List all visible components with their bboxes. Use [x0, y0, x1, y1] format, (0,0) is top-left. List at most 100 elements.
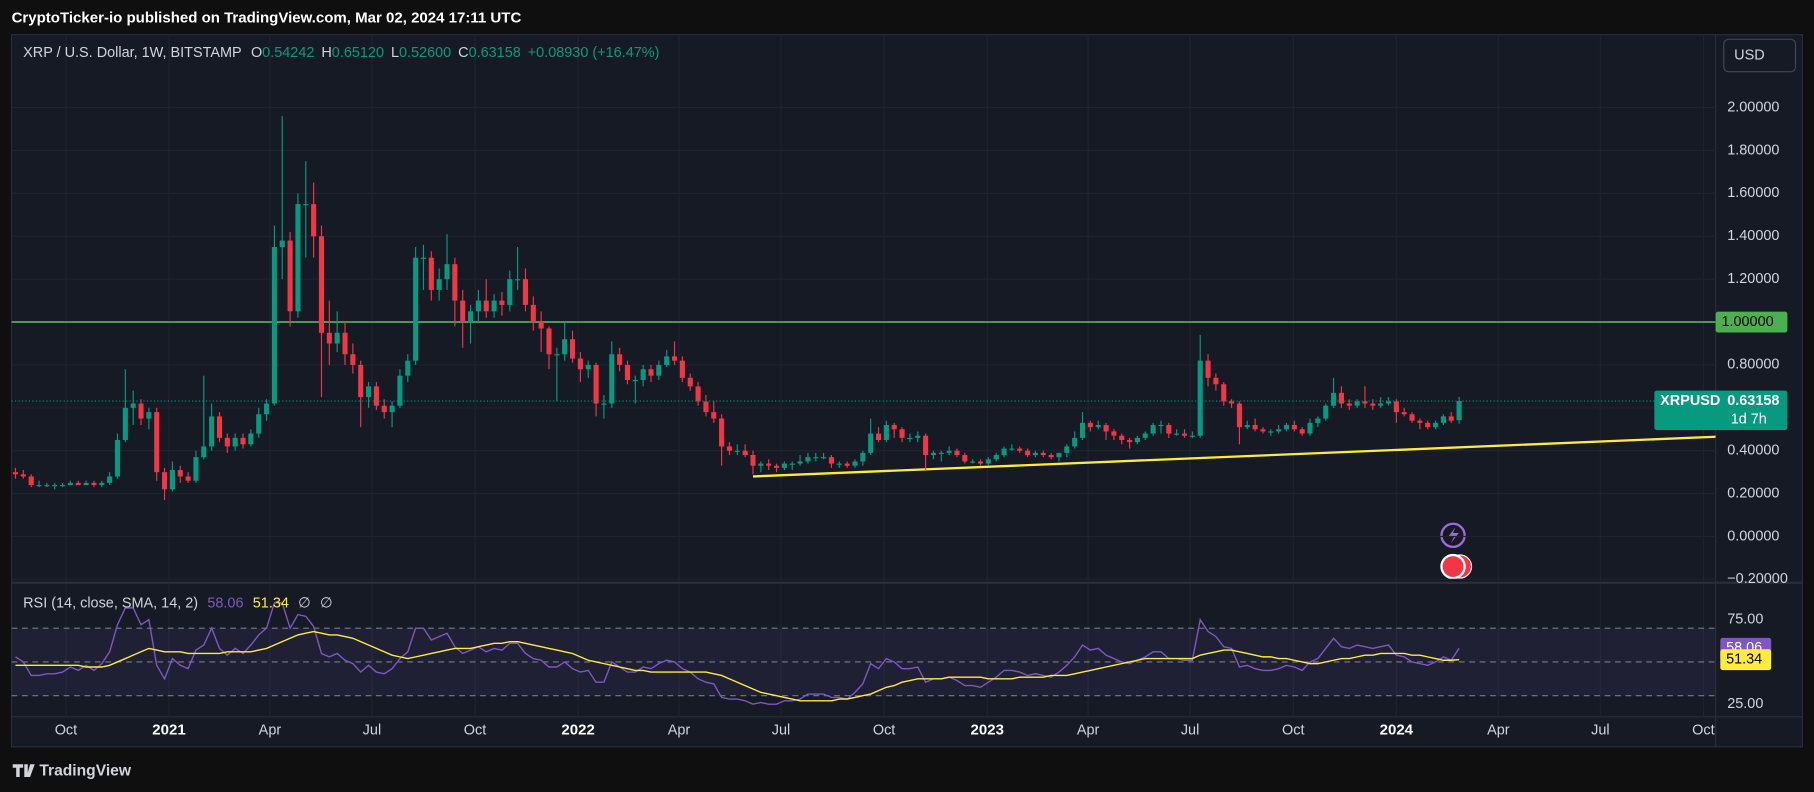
x-tick-label: 2023 — [971, 722, 1004, 739]
candle-body — [797, 461, 803, 464]
candle-body — [444, 264, 450, 280]
rsi-tick-label: 75.00 — [1727, 612, 1763, 628]
rsi-tag-label: 51.34 — [1726, 651, 1762, 667]
candle-body — [601, 403, 607, 405]
currency-label[interactable]: USD — [1734, 47, 1764, 63]
candle-body — [1040, 452, 1046, 456]
y-tick-label: 0.20000 — [1727, 485, 1779, 501]
y-tick-label: 0.80000 — [1727, 357, 1779, 373]
candle-body — [1150, 424, 1156, 434]
candle-body — [617, 354, 623, 365]
brand-logo — [12, 764, 35, 777]
y-tick-label: 1.20000 — [1727, 271, 1779, 287]
candle-body — [240, 437, 246, 445]
candle-body — [1299, 429, 1305, 434]
candle-body — [1260, 429, 1266, 432]
candle-body — [381, 405, 387, 413]
candle-body — [1252, 424, 1258, 430]
candle-body — [154, 412, 160, 473]
candle-body — [413, 257, 419, 361]
candle-body — [452, 264, 458, 301]
candle-body — [758, 463, 764, 466]
candle-body — [287, 240, 293, 312]
candle-body — [530, 304, 536, 323]
rsi-legend-empty: ∅ — [298, 595, 311, 611]
candle-body — [350, 354, 356, 365]
candle-body — [1362, 401, 1368, 404]
currency-button[interactable] — [1723, 38, 1797, 73]
candle-body — [1017, 448, 1023, 451]
candle-body — [36, 485, 42, 487]
candle-body — [1079, 422, 1086, 438]
event-icons[interactable] — [1440, 522, 1473, 580]
candle-body — [515, 279, 521, 281]
candle-body — [483, 300, 489, 312]
candle-body — [420, 257, 427, 259]
candle-body — [138, 403, 144, 419]
legend-key: O — [251, 45, 262, 61]
candle-body — [985, 459, 991, 464]
candle-body — [773, 465, 780, 468]
legend-value: 0.54242 — [262, 45, 314, 61]
rsi-tag — [1720, 649, 1772, 671]
brand-name: TradingView — [39, 762, 132, 779]
candle-body — [585, 364, 591, 370]
candle-body — [342, 332, 348, 355]
candle-body — [193, 457, 199, 481]
candle-body — [664, 356, 670, 365]
candle-body — [162, 472, 168, 490]
candle-body — [475, 300, 481, 312]
candle-body — [828, 457, 834, 464]
flag-icon[interactable] — [1440, 553, 1466, 580]
candle-body — [107, 476, 113, 483]
candle-body — [1425, 422, 1431, 428]
candle-body — [1127, 439, 1133, 443]
rsi-legend-empty: ∅ — [320, 595, 333, 611]
candle-body — [334, 332, 340, 344]
candle-body — [44, 485, 50, 487]
candle-body — [1370, 403, 1376, 406]
candle-body — [1268, 431, 1274, 433]
candle-body — [569, 339, 576, 359]
candle-body — [60, 485, 66, 487]
candle-body — [1331, 392, 1337, 406]
legend-key: C — [458, 45, 468, 61]
x-tick-label: Jul — [1591, 723, 1609, 739]
candle-body — [1276, 429, 1282, 432]
candle-body — [632, 379, 638, 382]
rsi-legend-sma: 51.34 — [253, 595, 289, 611]
candle-body — [1409, 414, 1415, 421]
y-tick-label: 1.80000 — [1727, 142, 1779, 158]
candle-body — [1181, 433, 1188, 436]
candle-body — [279, 240, 285, 247]
candle-body — [656, 364, 662, 376]
candle-body — [1119, 435, 1125, 440]
candle-body — [852, 461, 858, 466]
candle-body — [1048, 455, 1054, 458]
candle-body — [734, 450, 740, 452]
candle-body — [20, 474, 26, 477]
candle-body — [1283, 424, 1290, 430]
price-pane — [11, 116, 1716, 501]
candle-body — [821, 457, 827, 459]
event-icon-glyph — [1448, 527, 1459, 544]
candle-body — [122, 407, 128, 440]
candle-body — [640, 369, 646, 380]
candle-body — [1166, 424, 1172, 434]
x-tick-label: Oct — [55, 723, 77, 739]
event-icon[interactable] — [1440, 522, 1466, 549]
candle-body — [703, 401, 709, 413]
legend: XRP / U.S. Dollar, 1W, BITSTAMP O0.54242 H… — [23, 45, 659, 61]
candle-body — [1205, 360, 1211, 378]
candle-body — [1323, 405, 1329, 419]
candle-body — [130, 403, 136, 408]
candle-body — [719, 418, 725, 447]
rsi-line — [15, 602, 1460, 705]
x-tick-label: Oct — [464, 723, 486, 739]
candle-body — [1236, 403, 1242, 428]
x-tick-label: 2022 — [561, 722, 594, 739]
candle-body — [789, 463, 795, 465]
candle-body — [1025, 450, 1031, 456]
candle-body — [232, 437, 238, 447]
candle-body — [687, 377, 693, 387]
